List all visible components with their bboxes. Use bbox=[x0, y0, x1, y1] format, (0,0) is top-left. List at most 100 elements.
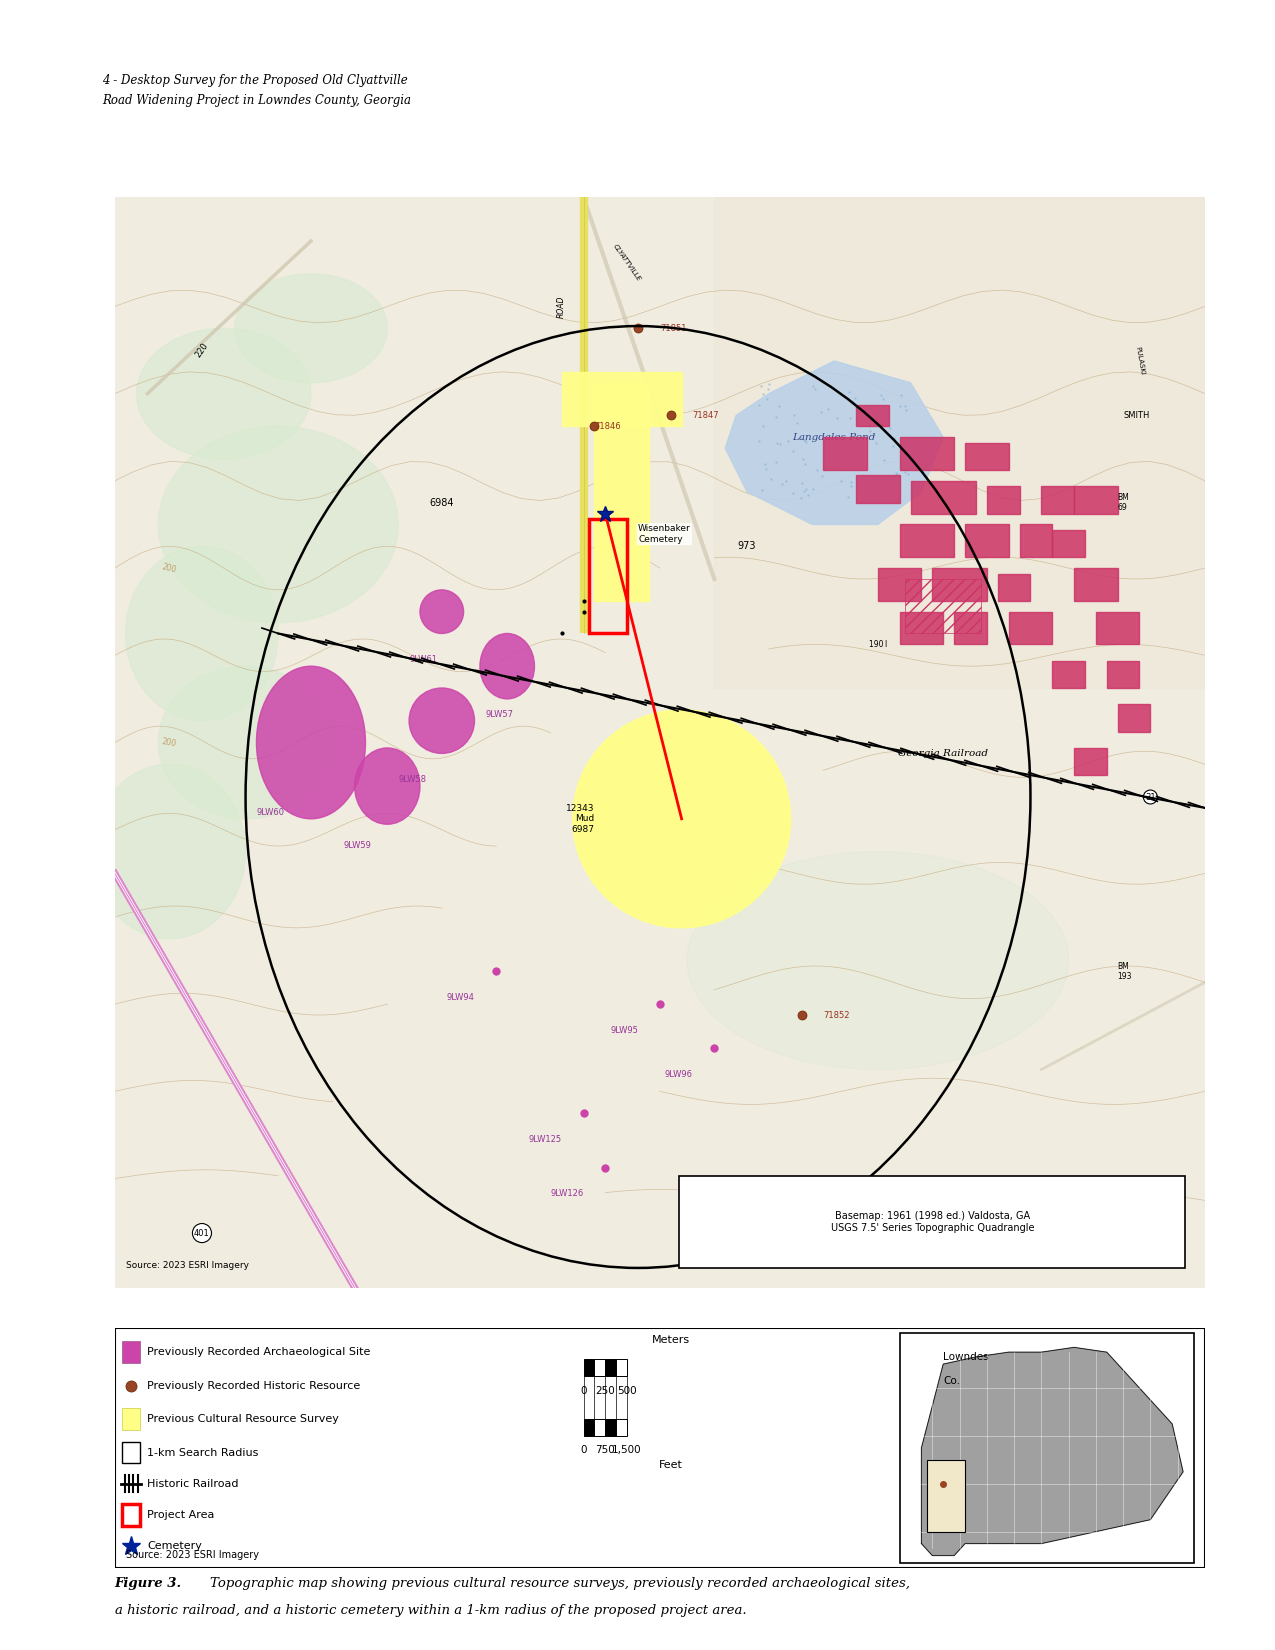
Bar bbox=[594, 1419, 606, 1436]
Bar bbox=[900, 437, 954, 470]
Bar bbox=[616, 1360, 627, 1376]
Text: Langdales Pond: Langdales Pond bbox=[793, 432, 876, 442]
Bar bbox=[856, 404, 889, 426]
Text: Project Area: Project Area bbox=[148, 1510, 214, 1520]
Bar bbox=[122, 1505, 140, 1526]
Text: 9LW60: 9LW60 bbox=[256, 808, 284, 817]
Ellipse shape bbox=[126, 546, 278, 721]
Bar bbox=[589, 520, 627, 634]
Bar bbox=[1074, 487, 1118, 513]
Text: Cemetery: Cemetery bbox=[148, 1541, 203, 1551]
Text: 9LW58: 9LW58 bbox=[398, 776, 426, 784]
Text: BM
69: BM 69 bbox=[1118, 493, 1130, 513]
Bar bbox=[1052, 660, 1085, 688]
Text: 9LW96: 9LW96 bbox=[664, 1069, 692, 1079]
Text: Meters: Meters bbox=[652, 1335, 690, 1345]
Ellipse shape bbox=[235, 274, 388, 383]
Text: Previous Cultural Resource Survey: Previous Cultural Resource Survey bbox=[148, 1414, 339, 1424]
Text: 0: 0 bbox=[580, 1386, 586, 1396]
Text: Source: 2023 ESRI Imagery: Source: 2023 ESRI Imagery bbox=[126, 1261, 249, 1270]
Bar bbox=[932, 568, 987, 601]
Bar bbox=[584, 1419, 594, 1436]
Text: Wisenbaker
Cemetery: Wisenbaker Cemetery bbox=[638, 525, 691, 545]
Bar bbox=[1074, 747, 1107, 776]
Text: 1-km Search Radius: 1-km Search Radius bbox=[148, 1447, 259, 1457]
Bar bbox=[905, 579, 982, 634]
Text: PULASKI: PULASKI bbox=[1133, 346, 1145, 376]
Text: 200: 200 bbox=[161, 563, 177, 574]
Text: Historic Railroad: Historic Railroad bbox=[148, 1478, 238, 1488]
Ellipse shape bbox=[256, 667, 366, 818]
Text: 9LW57: 9LW57 bbox=[486, 710, 514, 719]
Bar bbox=[965, 442, 1009, 470]
Bar bbox=[1096, 612, 1140, 645]
Text: Road Widening Project in Lowndes County, Georgia: Road Widening Project in Lowndes County,… bbox=[102, 94, 411, 107]
Ellipse shape bbox=[479, 634, 534, 700]
Bar bbox=[900, 1333, 1193, 1563]
Text: Source: 2023 ESRI Imagery: Source: 2023 ESRI Imagery bbox=[126, 1551, 259, 1561]
Circle shape bbox=[572, 710, 790, 927]
Bar bbox=[122, 1341, 140, 1363]
Text: 500: 500 bbox=[617, 1386, 638, 1396]
Ellipse shape bbox=[687, 851, 1068, 1069]
Text: BM
193: BM 193 bbox=[1118, 962, 1132, 982]
Text: 200: 200 bbox=[162, 738, 177, 747]
Text: 31: 31 bbox=[1145, 792, 1155, 802]
Ellipse shape bbox=[409, 688, 474, 754]
Text: 71847: 71847 bbox=[692, 411, 719, 421]
Bar bbox=[606, 1360, 616, 1376]
Bar bbox=[122, 1442, 140, 1464]
Text: 4 - Desktop Survey for the Proposed Old Clyattville: 4 - Desktop Survey for the Proposed Old … bbox=[102, 74, 408, 87]
Bar bbox=[616, 1419, 627, 1436]
Text: Topographic map showing previous cultural resource surveys, previously recorded : Topographic map showing previous cultura… bbox=[210, 1577, 910, 1591]
Text: Lowndes: Lowndes bbox=[944, 1353, 989, 1363]
Bar bbox=[824, 437, 867, 470]
Ellipse shape bbox=[158, 667, 333, 818]
Text: 9LW94: 9LW94 bbox=[446, 993, 474, 1002]
Text: CLYATTVILLE: CLYATTVILLE bbox=[612, 243, 643, 282]
Bar bbox=[900, 525, 954, 558]
Text: 71846: 71846 bbox=[594, 422, 621, 431]
Bar bbox=[998, 574, 1030, 601]
Bar bbox=[856, 475, 900, 503]
Bar bbox=[594, 383, 649, 601]
Bar bbox=[1052, 530, 1085, 558]
Text: 973: 973 bbox=[738, 541, 756, 551]
Text: Previously Recorded Historic Resource: Previously Recorded Historic Resource bbox=[148, 1381, 361, 1391]
Text: 401: 401 bbox=[194, 1229, 210, 1238]
Text: 9LW61: 9LW61 bbox=[409, 655, 437, 665]
Bar bbox=[714, 198, 1205, 688]
Text: 750: 750 bbox=[595, 1445, 615, 1455]
Bar bbox=[122, 1409, 140, 1431]
Bar bbox=[910, 480, 975, 513]
FancyBboxPatch shape bbox=[680, 1176, 1186, 1267]
Text: ROAD: ROAD bbox=[557, 295, 566, 318]
Text: 9LW126: 9LW126 bbox=[551, 1190, 584, 1198]
Bar bbox=[584, 1360, 594, 1376]
Bar bbox=[1009, 612, 1052, 645]
Text: 12343
Mud
6987: 12343 Mud 6987 bbox=[566, 804, 594, 833]
Bar bbox=[877, 568, 922, 601]
Bar bbox=[927, 1460, 965, 1531]
Bar bbox=[965, 525, 1009, 558]
Bar bbox=[900, 612, 944, 645]
Ellipse shape bbox=[136, 328, 311, 459]
Text: 9LW59: 9LW59 bbox=[344, 840, 371, 850]
Polygon shape bbox=[725, 361, 944, 525]
Bar bbox=[987, 487, 1020, 513]
Ellipse shape bbox=[93, 764, 246, 939]
Bar bbox=[1020, 525, 1052, 558]
Bar bbox=[1042, 487, 1074, 513]
Text: 9LW125: 9LW125 bbox=[529, 1135, 562, 1143]
Text: Georgia Railroad: Georgia Railroad bbox=[899, 749, 988, 757]
Text: 220: 220 bbox=[194, 342, 210, 360]
Bar bbox=[1118, 705, 1150, 731]
Text: Basemap: 1961 (1998 ed.) Valdosta, GA
USGS 7.5' Series Topographic Quadrangle: Basemap: 1961 (1998 ed.) Valdosta, GA US… bbox=[830, 1211, 1034, 1233]
Bar bbox=[954, 612, 987, 645]
Bar bbox=[1074, 568, 1118, 601]
Bar bbox=[562, 371, 682, 426]
Text: Previously Recorded Archaeological Site: Previously Recorded Archaeological Site bbox=[148, 1346, 371, 1358]
Ellipse shape bbox=[419, 591, 464, 634]
Ellipse shape bbox=[158, 426, 398, 622]
Text: Co.: Co. bbox=[944, 1376, 960, 1386]
